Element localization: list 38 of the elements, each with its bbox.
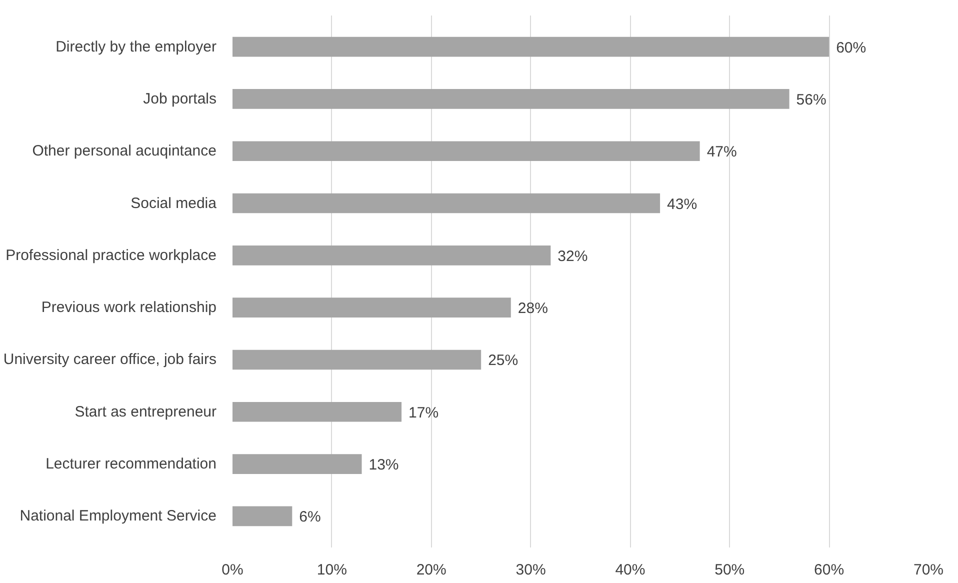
data-label: 32% (558, 248, 588, 265)
x-tick-label: 10% (316, 562, 347, 578)
x-tick-label: 20% (416, 562, 446, 578)
bar (232, 246, 551, 266)
y-tick-label: Previous work relationship (41, 299, 216, 316)
x-tick-label: 60% (814, 562, 844, 578)
data-label: 6% (299, 508, 321, 526)
x-tick-label: 50% (714, 562, 745, 578)
bar (232, 506, 292, 526)
data-label: 25% (488, 352, 518, 370)
y-tick-label: Social media (130, 194, 218, 212)
x-tick-label: 30% (516, 562, 546, 578)
bar (232, 141, 700, 162)
x-tick-label: 40% (615, 562, 646, 578)
data-label: 17% (408, 404, 439, 422)
bar (232, 193, 660, 214)
y-tick-label: University career office, job fairs (3, 351, 217, 368)
x-tick-label: 0% (222, 562, 244, 578)
y-tick-label: Other personal acuqintance (32, 142, 217, 160)
bar (232, 454, 362, 474)
bar (232, 298, 511, 318)
data-label: 47% (706, 144, 737, 161)
bar (232, 350, 482, 370)
bar (232, 89, 790, 109)
y-tick-label: National Employment Service (20, 508, 217, 525)
data-label: 60% (836, 39, 866, 56)
bar (232, 402, 402, 422)
y-tick-label: Professional practice workplace (6, 246, 217, 264)
data-label: 56% (796, 91, 826, 108)
data-label: 43% (667, 196, 698, 213)
y-tick-label: Start as entrepreneur (74, 403, 217, 420)
y-tick-label: Lecturer recommendation (46, 456, 217, 473)
bar (232, 36, 830, 57)
y-tick-label: Job portals (143, 90, 216, 108)
x-tick-label: 70% (913, 562, 944, 578)
y-tick-label: Directly by the employer (56, 38, 217, 56)
data-label: 13% (368, 456, 399, 474)
data-label: 28% (518, 300, 548, 318)
